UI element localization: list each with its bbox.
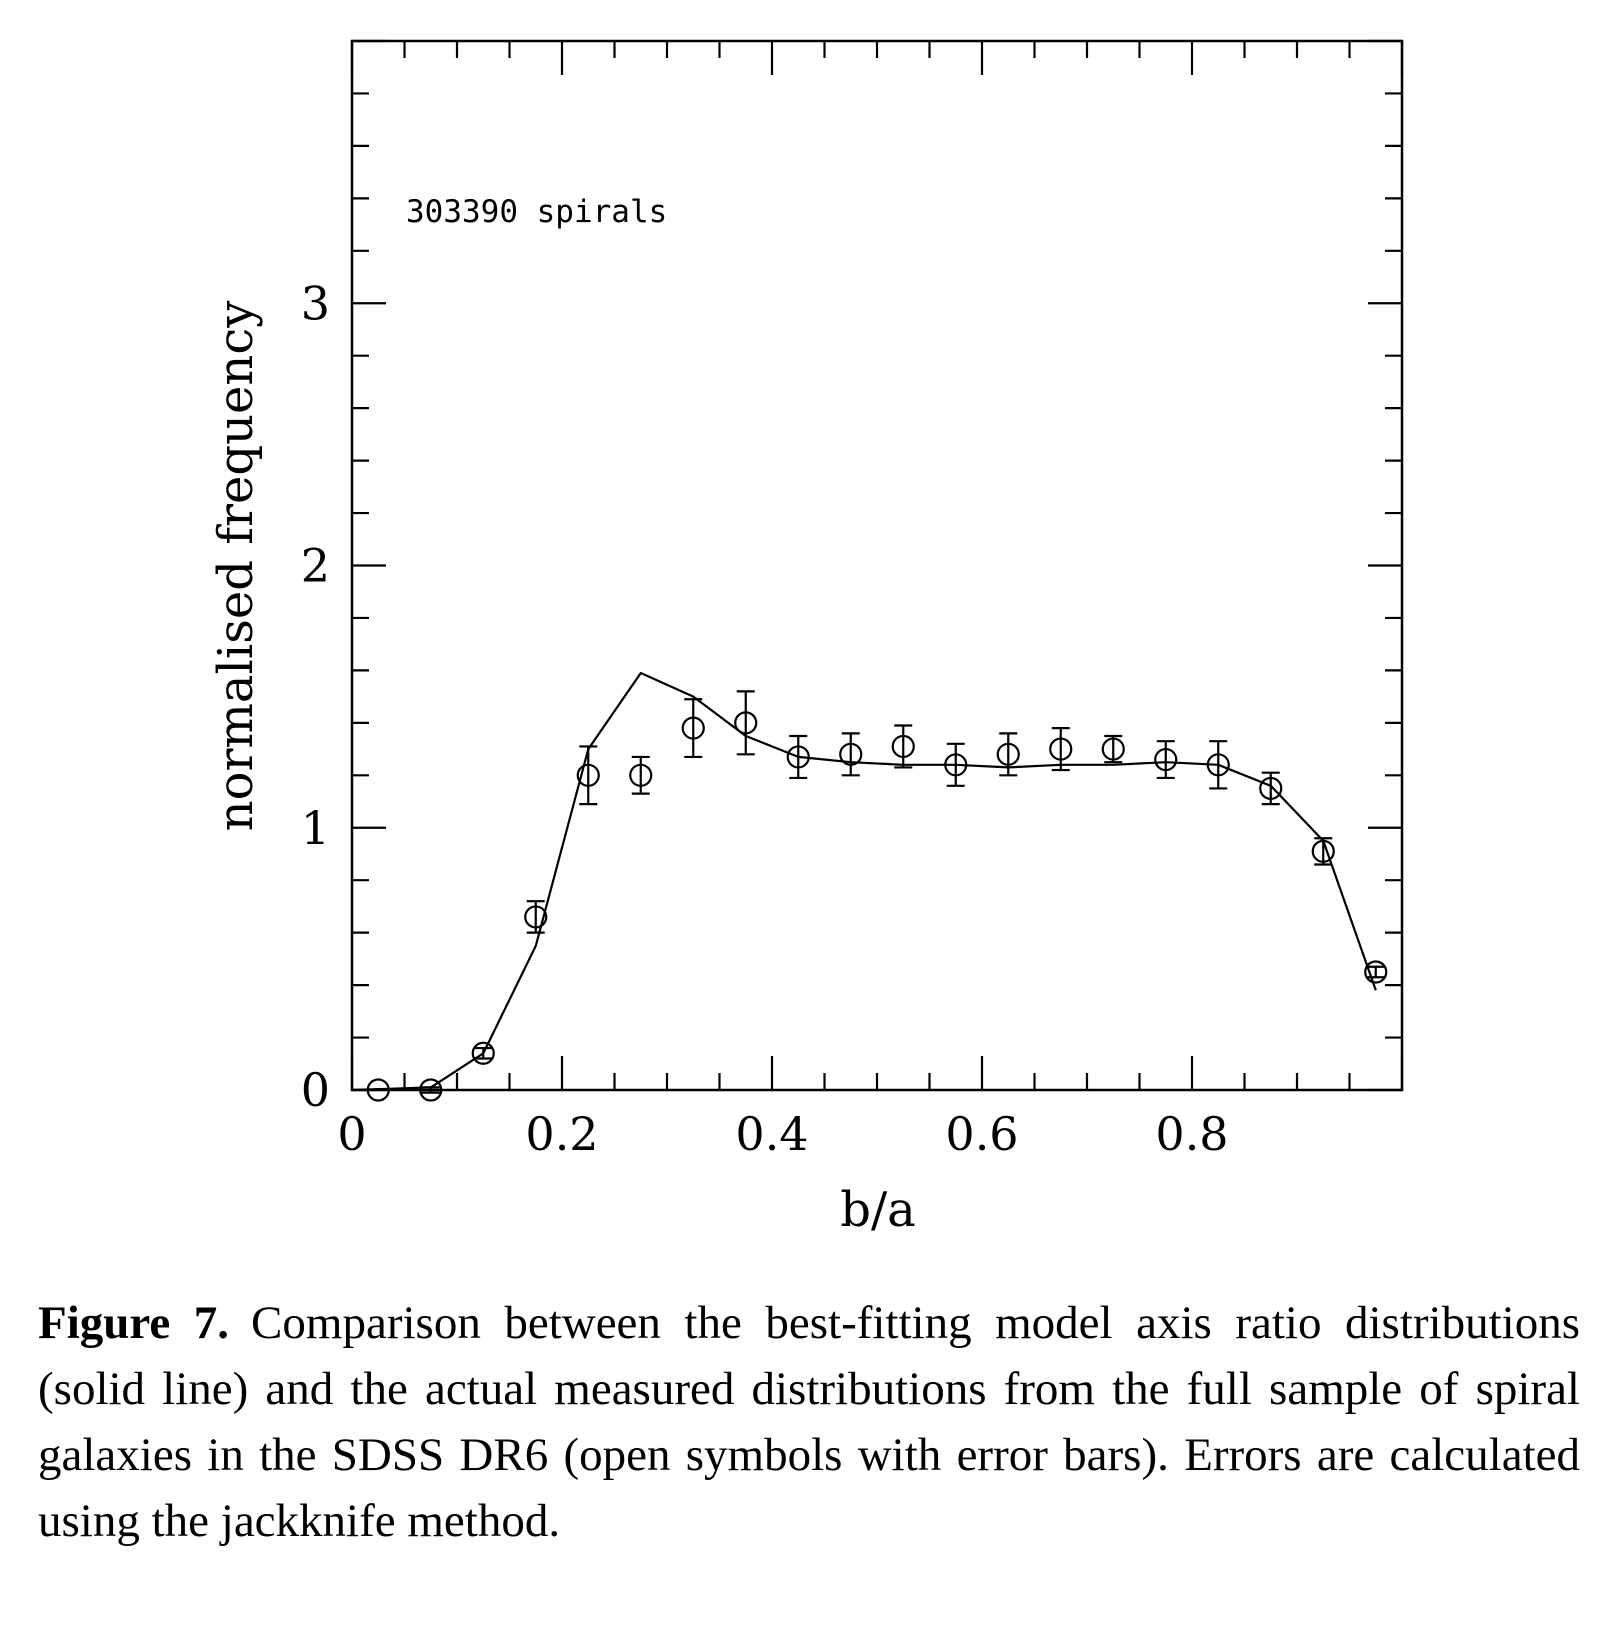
open-circle-marker [576, 763, 600, 787]
y-tick-label: 2 [301, 539, 330, 593]
open-circle-marker [471, 1041, 495, 1065]
data-point [1154, 740, 1178, 780]
data-point [1259, 771, 1283, 806]
data-point [1049, 726, 1073, 772]
data-point [576, 745, 600, 806]
open-circle-marker [944, 753, 968, 777]
open-circle-marker [681, 716, 705, 740]
figure-caption: Figure 7. Comparison between the best-fit… [38, 1290, 1580, 1554]
open-circle-marker [419, 1078, 443, 1102]
x-tick-label: 0.2 [525, 1107, 598, 1161]
x-tick-label: 0.8 [1155, 1107, 1228, 1161]
open-circle-marker [891, 734, 915, 759]
x-tick-label: 0.4 [735, 1107, 808, 1161]
sample-size-annotation: 303390 spirals [406, 194, 667, 230]
data-point [419, 1078, 443, 1102]
open-circle-marker [734, 711, 758, 735]
data-point [839, 732, 863, 777]
data-point [996, 732, 1020, 777]
open-circle-marker [1101, 737, 1125, 761]
data-point [1206, 740, 1230, 790]
open-circle-marker [1154, 747, 1178, 772]
model-line [351, 671, 1377, 1092]
x-axis-label: b/a [840, 1182, 916, 1238]
data-point [786, 734, 810, 780]
data-point [734, 690, 758, 756]
open-circle-marker [629, 763, 653, 787]
open-circle-marker [839, 742, 863, 766]
data-point [524, 900, 548, 934]
open-circle-marker [1364, 960, 1388, 984]
x-tick-label: 0.6 [945, 1107, 1018, 1161]
data-point [629, 755, 653, 795]
data-series [351, 671, 1388, 1102]
open-circle-marker [366, 1078, 390, 1102]
data-point [891, 724, 915, 769]
data-point [1101, 734, 1125, 764]
y-axis-label: normalised frequency [208, 301, 264, 832]
data-point [944, 742, 968, 787]
x-tick-label: 0 [337, 1107, 366, 1161]
open-circle-marker [786, 745, 810, 769]
open-circle-marker [1311, 839, 1335, 863]
tick-labels: 0 0.2 0.4 0.6 0.8 0 1 2 3 [301, 276, 1229, 1161]
caption-label: Figure 7. [38, 1297, 230, 1349]
y-tick-label: 0 [301, 1063, 330, 1117]
open-circle-marker [1206, 753, 1230, 777]
data-point [1311, 837, 1335, 866]
caption-text: Comparison between the best-fitting mode… [38, 1297, 1580, 1547]
open-circle-marker [524, 905, 548, 929]
open-circle-marker [1259, 776, 1283, 801]
open-circle-marker [1049, 737, 1073, 761]
y-tick-label: 3 [301, 276, 330, 330]
open-circle-marker [996, 742, 1020, 766]
data-point [681, 698, 705, 759]
plot-frame [350, 39, 1404, 1092]
y-tick-label: 1 [301, 801, 330, 855]
data-point [366, 1078, 390, 1102]
data-point [1364, 960, 1388, 984]
data-point [471, 1041, 495, 1065]
